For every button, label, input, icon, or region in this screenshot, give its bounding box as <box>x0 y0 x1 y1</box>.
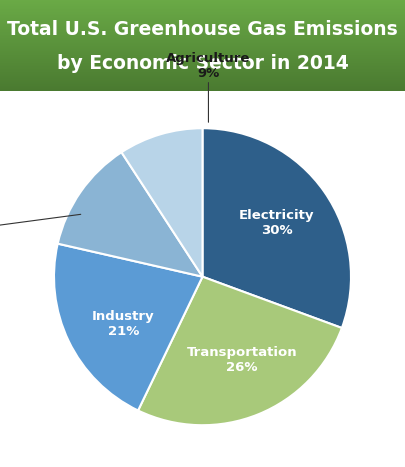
Text: Electricity
30%: Electricity 30% <box>239 209 315 237</box>
Wedge shape <box>138 276 342 425</box>
Text: Total U.S. Greenhouse Gas Emissions: Total U.S. Greenhouse Gas Emissions <box>7 20 398 39</box>
Wedge shape <box>54 244 202 410</box>
Text: Commercial &
Residential
12%: Commercial & Residential 12% <box>0 213 81 256</box>
Text: Transportation
26%: Transportation 26% <box>186 346 297 374</box>
Wedge shape <box>58 152 202 276</box>
Wedge shape <box>122 128 202 276</box>
Text: Agriculture
9%: Agriculture 9% <box>166 52 251 122</box>
Text: by Economic Sector in 2014: by Economic Sector in 2014 <box>57 54 348 73</box>
Text: Industry
21%: Industry 21% <box>92 310 155 338</box>
Wedge shape <box>202 128 351 328</box>
